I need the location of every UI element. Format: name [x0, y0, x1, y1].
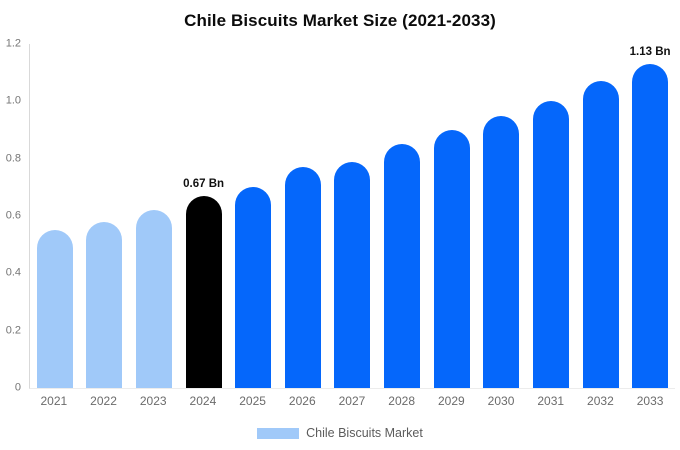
- x-tick-label: 2025: [239, 394, 266, 408]
- bar-column: 1.13 Bn: [625, 44, 675, 388]
- x-tick-label: 2027: [338, 394, 366, 408]
- bar-column: [80, 44, 130, 388]
- x-tick-label: 2023: [139, 394, 167, 408]
- bar-column: [377, 44, 427, 388]
- chart-title: Chile Biscuits Market Size (2021-2033): [184, 11, 496, 30]
- legend-swatch-icon: [257, 427, 300, 439]
- bar-2032[interactable]: [582, 81, 619, 388]
- bar-column: [427, 44, 477, 388]
- bar-column: [328, 44, 378, 388]
- bar-2021[interactable]: [36, 230, 73, 388]
- x-tick-label: 2028: [388, 394, 415, 408]
- bar-2022[interactable]: [86, 221, 123, 388]
- bar-column: [129, 44, 179, 388]
- bar-2029[interactable]: [433, 130, 470, 388]
- x-tick-label: 2021: [40, 394, 68, 408]
- bar-column: [526, 44, 576, 388]
- bars: 0.67 Bn 1.13 Bn: [30, 44, 675, 388]
- y-tick-label: 0.6: [5, 209, 21, 222]
- bar-2025[interactable]: [235, 187, 272, 388]
- x-tick-label: 2033: [636, 394, 664, 408]
- legend: Chile Biscuits Market: [0, 426, 680, 440]
- y-tick-label: 0: [14, 381, 21, 394]
- bar-2027[interactable]: [334, 161, 371, 388]
- x-tick-label: 2029: [437, 394, 465, 408]
- y-tick-label: 0.8: [5, 152, 21, 165]
- bar-2023[interactable]: [136, 210, 173, 388]
- bar-column: [576, 44, 626, 388]
- x-axis-labels: 2021 2022 2023 2024 2025 2026 2027 2028 2029 2030…: [29, 394, 675, 408]
- x-tick-label: 2031: [537, 394, 565, 408]
- x-tick-label: 2024: [189, 394, 217, 408]
- y-tick-label: 1.2: [5, 37, 21, 50]
- x-tick-label: 2032: [587, 394, 614, 408]
- bar-2024[interactable]: [185, 195, 222, 388]
- bar-value-label: 1.13 Bn: [629, 46, 671, 59]
- x-tick-label: 2022: [90, 394, 117, 408]
- bar-column: 0.67 Bn: [179, 44, 229, 388]
- y-axis-ticks: 0 0.2 0.4 0.6 0.8 1.0 1.2: [1, 38, 25, 393]
- bar-value-label: 0.67 Bn: [183, 177, 225, 190]
- bar-2031[interactable]: [532, 101, 569, 388]
- y-tick-label: 0.2: [5, 324, 21, 337]
- y-tick-label: 1.0: [5, 94, 21, 107]
- bar-2028[interactable]: [384, 144, 421, 388]
- bar-2030[interactable]: [483, 115, 520, 388]
- bar-column: [278, 44, 328, 388]
- x-tick-label: 2030: [487, 394, 515, 408]
- x-tick-label: 2026: [288, 394, 316, 408]
- legend-label: Chile Biscuits Market: [306, 426, 423, 440]
- y-tick-label: 0.4: [5, 266, 21, 279]
- bar-2033[interactable]: [632, 64, 669, 388]
- bar-column: [228, 44, 278, 388]
- bar-2026[interactable]: [284, 167, 321, 388]
- bar-column: [476, 44, 526, 388]
- plot-area: 0 0.2 0.4 0.6 0.8 1.0 1.2 0.67 Bn 1.13 Bn: [6, 38, 675, 393]
- bar-column: [30, 44, 80, 388]
